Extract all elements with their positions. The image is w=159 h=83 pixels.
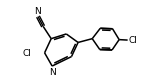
Text: Cl: Cl: [22, 49, 31, 58]
Text: Cl: Cl: [128, 36, 137, 45]
Text: N: N: [49, 68, 56, 77]
Text: N: N: [34, 7, 41, 16]
